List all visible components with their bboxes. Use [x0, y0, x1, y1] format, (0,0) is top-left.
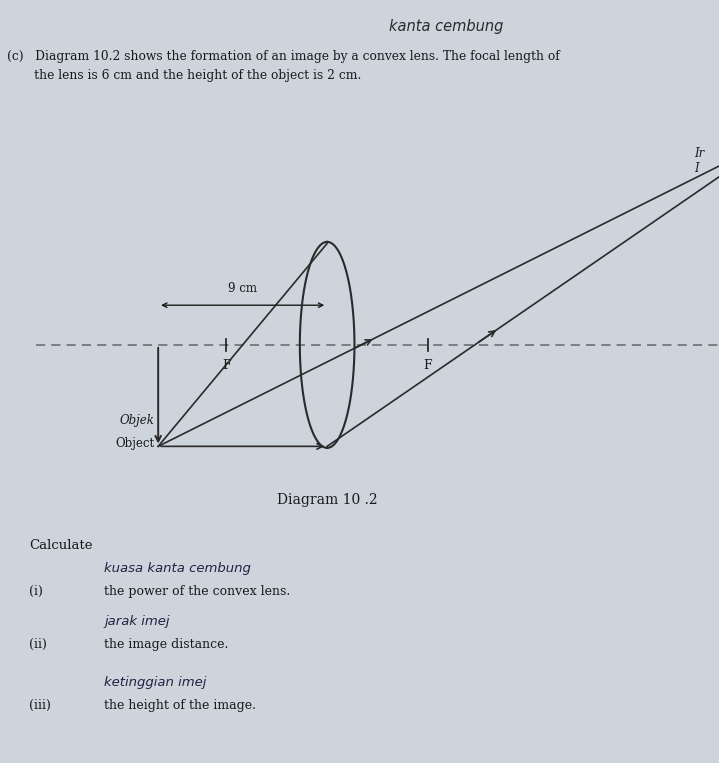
Text: ketinggian imej: ketinggian imej	[104, 676, 206, 690]
Text: kanta cembung: kanta cembung	[388, 19, 503, 34]
Text: Ir: Ir	[694, 147, 704, 160]
Text: (i): (i)	[29, 584, 42, 598]
Text: the lens is 6 cm and the height of the object is 2 cm.: the lens is 6 cm and the height of the o…	[7, 69, 362, 82]
Text: (iii): (iii)	[29, 699, 50, 713]
Text: F: F	[222, 359, 231, 372]
Text: 9 cm: 9 cm	[228, 282, 257, 295]
Text: (c)   Diagram 10.2 shows the formation of an image by a convex lens. The focal l: (c) Diagram 10.2 shows the formation of …	[7, 50, 560, 63]
Text: kuasa kanta cembung: kuasa kanta cembung	[104, 562, 251, 575]
Text: Object: Object	[116, 437, 155, 450]
Text: the image distance.: the image distance.	[104, 638, 229, 652]
Text: Objek: Objek	[119, 414, 155, 427]
Text: Calculate: Calculate	[29, 539, 92, 552]
Text: jarak imej: jarak imej	[104, 615, 170, 629]
Text: F: F	[423, 359, 432, 372]
Text: (ii): (ii)	[29, 638, 47, 652]
Text: Diagram 10 .2: Diagram 10 .2	[277, 493, 377, 507]
Text: the power of the convex lens.: the power of the convex lens.	[104, 584, 290, 598]
Text: I: I	[694, 163, 698, 175]
Text: the height of the image.: the height of the image.	[104, 699, 256, 713]
